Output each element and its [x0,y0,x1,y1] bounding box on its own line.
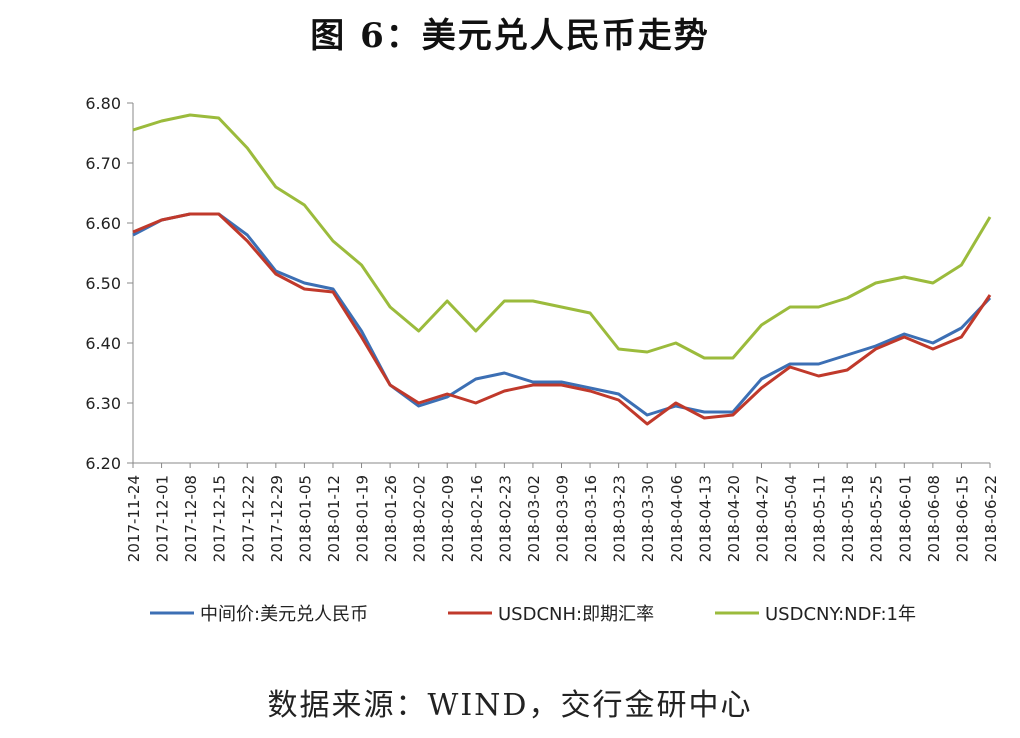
legend-label: USDCNY:NDF:1年 [765,604,916,625]
y-tick-label: 6.40 [85,334,121,353]
x-tick-label: 2018-05-04 [782,475,800,562]
y-tick-label: 6.80 [85,94,121,113]
x-tick-label: 2018-06-08 [925,475,943,562]
legend-label: 中间价:美元兑人民币 [200,604,368,625]
x-tick-label: 2018-04-20 [725,475,743,562]
x-tick-label: 2018-06-15 [953,475,971,562]
y-tick-label: 6.30 [85,394,121,413]
x-tick-label: 2018-06-01 [896,475,914,562]
x-tick-label: 2018-05-18 [839,475,857,562]
y-tick-label: 6.60 [85,214,121,233]
x-tick-label: 2017-12-08 [182,475,200,562]
chart-title: 图 6：美元兑人民币走势 [310,16,710,56]
x-tick-label: 2017-12-15 [211,475,229,562]
legend-label: USDCNH:即期汇率 [498,604,654,625]
x-tick-label: 2018-06-22 [982,475,1000,562]
x-tick-label: 2018-02-23 [496,475,514,562]
x-tick-label: 2018-01-12 [325,475,343,562]
x-tick-label: 2018-02-02 [411,475,429,562]
x-tick-label: 2017-11-24 [125,475,143,562]
x-tick-label: 2017-12-22 [239,475,257,562]
x-tick-label: 2018-04-27 [753,475,771,562]
x-tick-label: 2018-05-25 [868,475,886,562]
x-tick-label: 2018-01-19 [354,475,372,562]
series-line-1 [132,212,992,417]
x-tick-label: 2018-03-09 [554,475,572,562]
x-tick-label: 2018-03-30 [639,475,657,562]
x-tick-label: 2018-05-11 [811,475,829,562]
x-tick-label: 2018-01-26 [382,475,400,562]
data-source-note: 数据来源：WIND，交行金研中心 [267,688,753,723]
y-tick-label: 6.50 [85,274,121,293]
series-line-2 [132,212,992,426]
x-tick-label: 2018-04-13 [696,475,714,562]
x-tick-label: 2018-02-16 [468,475,486,562]
x-tick-label: 2018-03-16 [582,475,600,562]
x-tick-label: 2017-12-01 [154,475,172,562]
x-tick-label: 2018-01-05 [296,475,314,562]
y-tick-label: 6.70 [85,154,121,173]
x-tick-label: 2018-03-02 [525,475,543,562]
y-tick-label: 6.20 [85,454,121,473]
x-tick-label: 2018-02-09 [439,475,457,562]
x-tick-label: 2017-12-29 [268,475,286,562]
series-line-3 [132,113,992,360]
x-tick-label: 2018-04-06 [668,475,686,562]
x-tick-label: 2018-03-23 [611,475,629,562]
